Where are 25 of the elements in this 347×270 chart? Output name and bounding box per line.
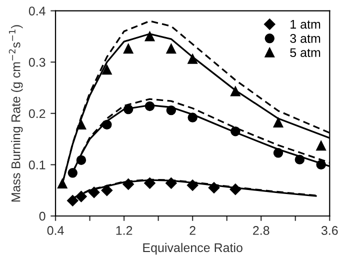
legend-label: 5 atm	[290, 48, 320, 58]
point	[166, 44, 176, 54]
y-tick-label: 0.1	[28, 160, 46, 170]
y-tick-label: 0.4	[28, 6, 46, 16]
point	[102, 64, 112, 75]
point	[101, 184, 113, 196]
point	[316, 140, 326, 151]
x-tick-label: 0.4	[47, 226, 64, 235]
x-tick-label: 2.8	[253, 226, 270, 235]
point	[67, 195, 78, 206]
y-tick-label: 0.2	[28, 109, 46, 118]
y-tick-label: 0	[39, 212, 46, 221]
legend-label: 1 atm	[290, 20, 320, 29]
point	[188, 54, 198, 64]
point	[123, 44, 134, 54]
point	[58, 178, 68, 189]
x-tick-label: 3.6	[321, 226, 338, 235]
x-tick-label: 1.2	[116, 226, 132, 235]
y-tick-label: 0.3	[28, 58, 46, 67]
point	[273, 118, 284, 128]
legend-label: 3 atm	[290, 34, 320, 43]
x-axis-title: Equivalence Ratio	[143, 242, 242, 255]
y-axis-title: Mass Burning Rate (g cm$^{−2}$s$^{−1}$)	[8, 25, 23, 202]
x-tick-label: 2	[190, 226, 196, 235]
point	[144, 32, 155, 42]
